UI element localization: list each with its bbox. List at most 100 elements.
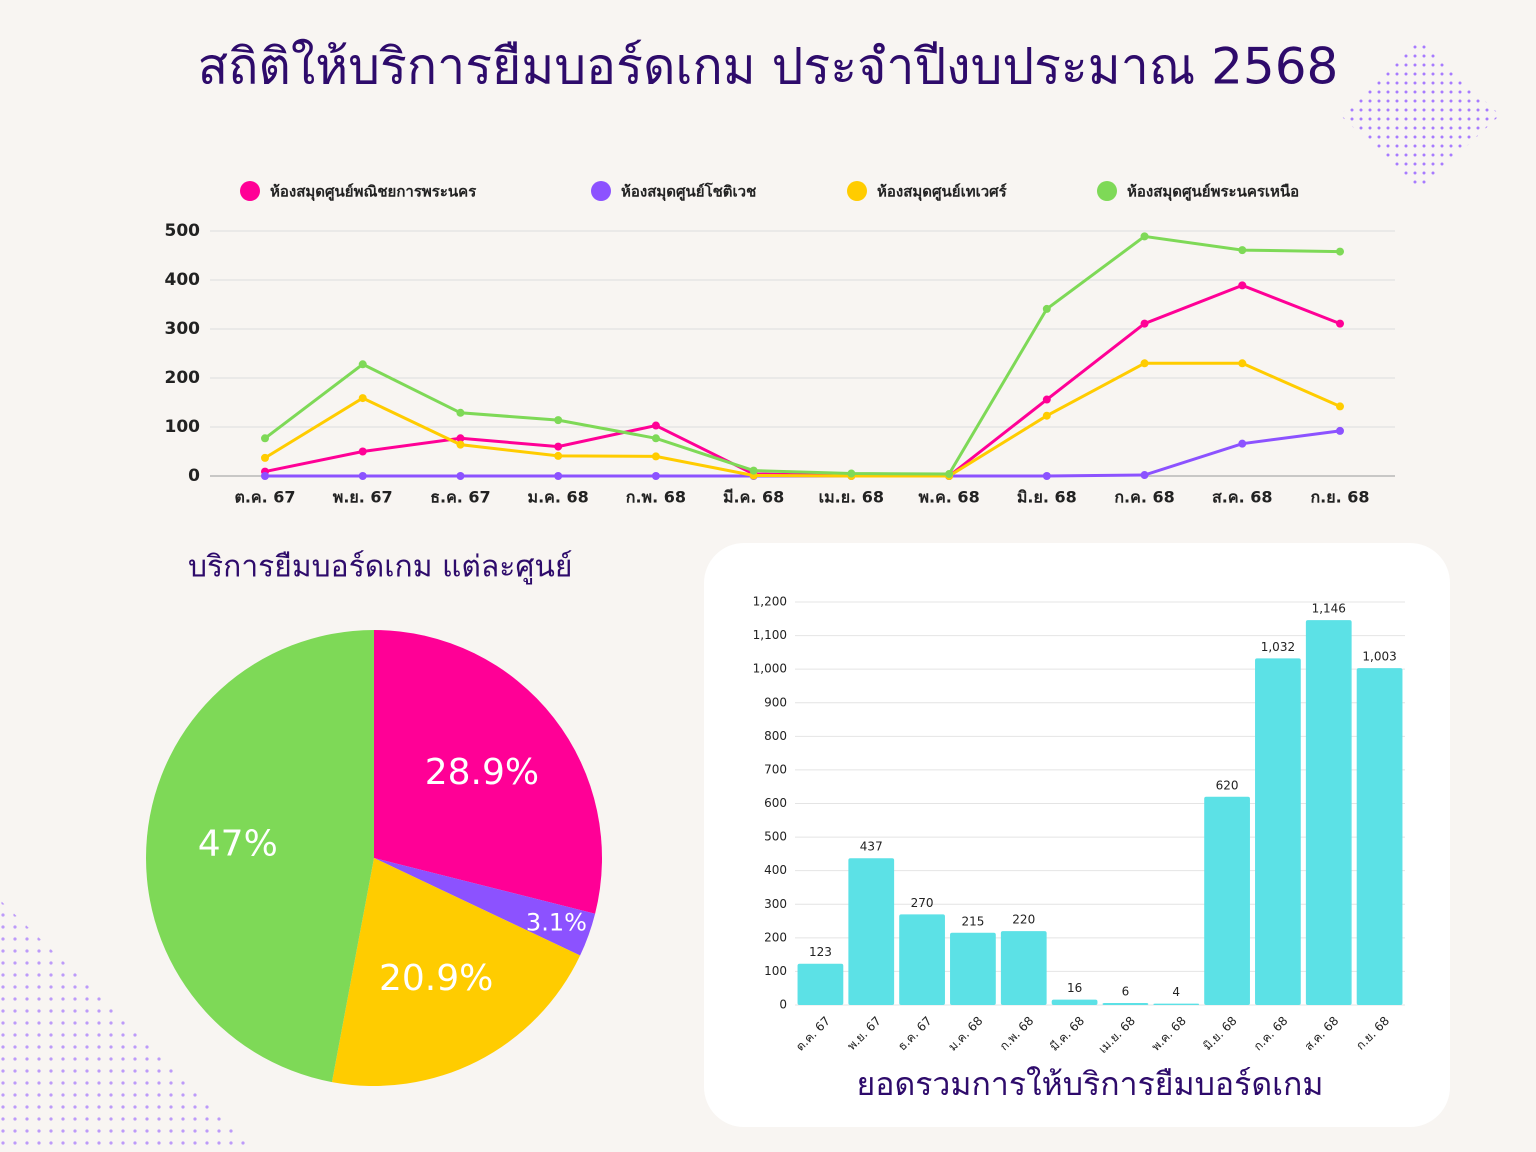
x-tick-label: มิ.ย. 68 (1017, 488, 1077, 507)
y-tick-label: 900 (764, 695, 787, 709)
y-tick-label: 100 (165, 417, 201, 437)
y-tick-label: 1,100 (753, 628, 787, 642)
bar-value-label: 123 (809, 945, 832, 959)
chart-title: บริการยืมบอร์ดเกม แต่ละศูนย์ (188, 550, 572, 585)
x-tick-label: มี.ค. 68 (723, 488, 784, 507)
pie-slice (374, 858, 596, 956)
bar-value-label: 620 (1216, 778, 1239, 792)
bar (899, 914, 945, 1005)
legend-label: ห้องสมุดศูนย์พระนครเหนือ (1127, 183, 1299, 202)
pie-label: 28.9% (425, 752, 539, 793)
bar (1051, 999, 1098, 1005)
pie-label: 47% (198, 823, 278, 864)
data-point (651, 434, 660, 443)
data-point (261, 434, 269, 443)
data-point (1042, 395, 1051, 404)
pie-slice (331, 858, 581, 1086)
data-point (1238, 359, 1247, 368)
legend-swatch (847, 181, 867, 201)
data-point (1042, 411, 1051, 420)
y-tick-label: 200 (764, 930, 787, 944)
data-point (261, 472, 269, 480)
legend-label: ห้องสมุดศูนย์พณิชยการพระนคร (270, 183, 477, 202)
data-point (749, 466, 758, 475)
data-point (261, 453, 269, 462)
legend-label: ห้องสมุดศูนย์โชติเวช (621, 182, 756, 202)
y-tick-label: 500 (165, 221, 201, 241)
data-point (554, 472, 563, 480)
bar (1305, 620, 1352, 1005)
series-line (264, 234, 1341, 476)
y-tick-label: 300 (764, 897, 787, 911)
chart-title: ยอดรวมการให้บริการยืมบอร์ดเกม (856, 1065, 1323, 1103)
data-point (456, 408, 465, 417)
y-tick-label: 1,000 (753, 662, 787, 676)
y-tick-label: 400 (165, 270, 201, 290)
data-point (1238, 281, 1247, 290)
pie-label: 20.9% (379, 958, 493, 999)
data-point (358, 394, 367, 403)
data-point (456, 472, 465, 480)
y-tick-label: 1,200 (753, 595, 787, 609)
y-tick-label: 700 (764, 762, 787, 776)
bar-value-label: 6 (1122, 984, 1130, 998)
data-point (358, 447, 367, 456)
data-point (1042, 304, 1051, 313)
y-tick-label: 500 (764, 830, 787, 844)
bar-value-label: 4 (1172, 985, 1180, 999)
pie-slice (146, 630, 374, 1083)
y-tick-label: 200 (165, 368, 201, 388)
page-title: สถิติให้บริการยืมบอร์ดเกม ประจำปีงบประมา… (198, 38, 1339, 96)
x-tick-label: ม.ค. 68 (528, 488, 589, 507)
x-tick-label: พ.ย. 67 (333, 488, 393, 507)
data-point (554, 442, 563, 451)
bar (1204, 796, 1250, 1005)
bar-value-label: 1,146 (1312, 602, 1346, 616)
x-tick-label: ก.ย. 68 (1310, 488, 1369, 507)
x-tick-label: ธ.ค. 67 (430, 488, 490, 507)
bar-value-label: 215 (961, 914, 984, 928)
y-tick-label: 400 (764, 863, 787, 877)
bar-value-label: 1,032 (1261, 640, 1295, 654)
bar-value-label: 1,003 (1362, 650, 1396, 664)
y-tick-label: 0 (779, 998, 787, 1012)
data-point (1238, 246, 1247, 255)
decor-diamond (1340, 40, 1500, 190)
legend-swatch (1097, 181, 1117, 201)
x-tick-label: ต.ค. 67 (234, 488, 295, 507)
bar (1255, 658, 1301, 1005)
data-point (1140, 471, 1149, 480)
y-tick-label: 300 (165, 319, 201, 339)
data-point (1140, 319, 1149, 328)
bar (1102, 1002, 1149, 1005)
data-point (1336, 402, 1344, 411)
x-tick-label: ก.ค. 68 (1114, 488, 1174, 507)
data-point (945, 470, 954, 479)
y-tick-label: 800 (764, 729, 787, 743)
data-point (456, 434, 465, 443)
x-tick-label: ส.ค. 68 (1212, 488, 1272, 507)
series-line (264, 361, 1341, 478)
y-tick-label: 600 (764, 796, 787, 810)
data-point (651, 452, 660, 461)
bar-value-label: 16 (1067, 981, 1082, 995)
data-point (358, 472, 367, 480)
data-point (1140, 232, 1149, 241)
data-point (554, 451, 563, 460)
data-point (456, 440, 465, 449)
decor-dots (0, 900, 260, 1152)
data-point (847, 469, 856, 478)
pie-slice (374, 630, 602, 914)
bar-value-label: 220 (1012, 913, 1035, 927)
bar (797, 963, 844, 1005)
bar (1356, 668, 1403, 1005)
bar-value-label: 437 (860, 840, 883, 854)
legend-swatch (591, 181, 611, 201)
data-point (554, 416, 563, 425)
y-tick-label: 0 (188, 466, 200, 486)
pie-label: 3.1% (526, 908, 587, 936)
bar (950, 932, 996, 1005)
data-point (1336, 319, 1344, 328)
